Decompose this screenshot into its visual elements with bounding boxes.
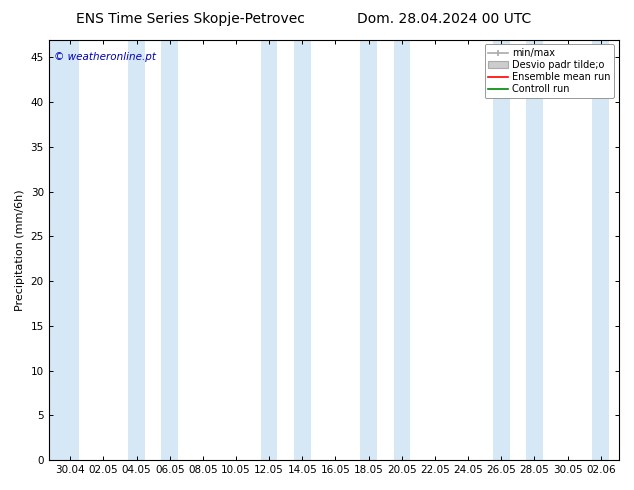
Bar [294, 40, 311, 460]
Bar [592, 40, 609, 460]
Bar [62, 40, 79, 460]
Legend: min/max, Desvio padr tilde;o, Ensemble mean run, Controll run: min/max, Desvio padr tilde;o, Ensemble m… [484, 45, 614, 98]
Text: © weatheronline.pt: © weatheronline.pt [55, 52, 157, 62]
Text: ENS Time Series Skopje-Petrovec: ENS Time Series Skopje-Petrovec [75, 12, 305, 26]
Bar [360, 40, 377, 460]
Bar [128, 40, 145, 460]
Bar [49, 40, 79, 460]
Text: Dom. 28.04.2024 00 UTC: Dom. 28.04.2024 00 UTC [357, 12, 531, 26]
Bar [394, 40, 410, 460]
Bar [261, 40, 278, 460]
Bar [162, 40, 178, 460]
Bar [526, 40, 543, 460]
Y-axis label: Precipitation (mm/6h): Precipitation (mm/6h) [15, 189, 25, 311]
Bar [493, 40, 510, 460]
